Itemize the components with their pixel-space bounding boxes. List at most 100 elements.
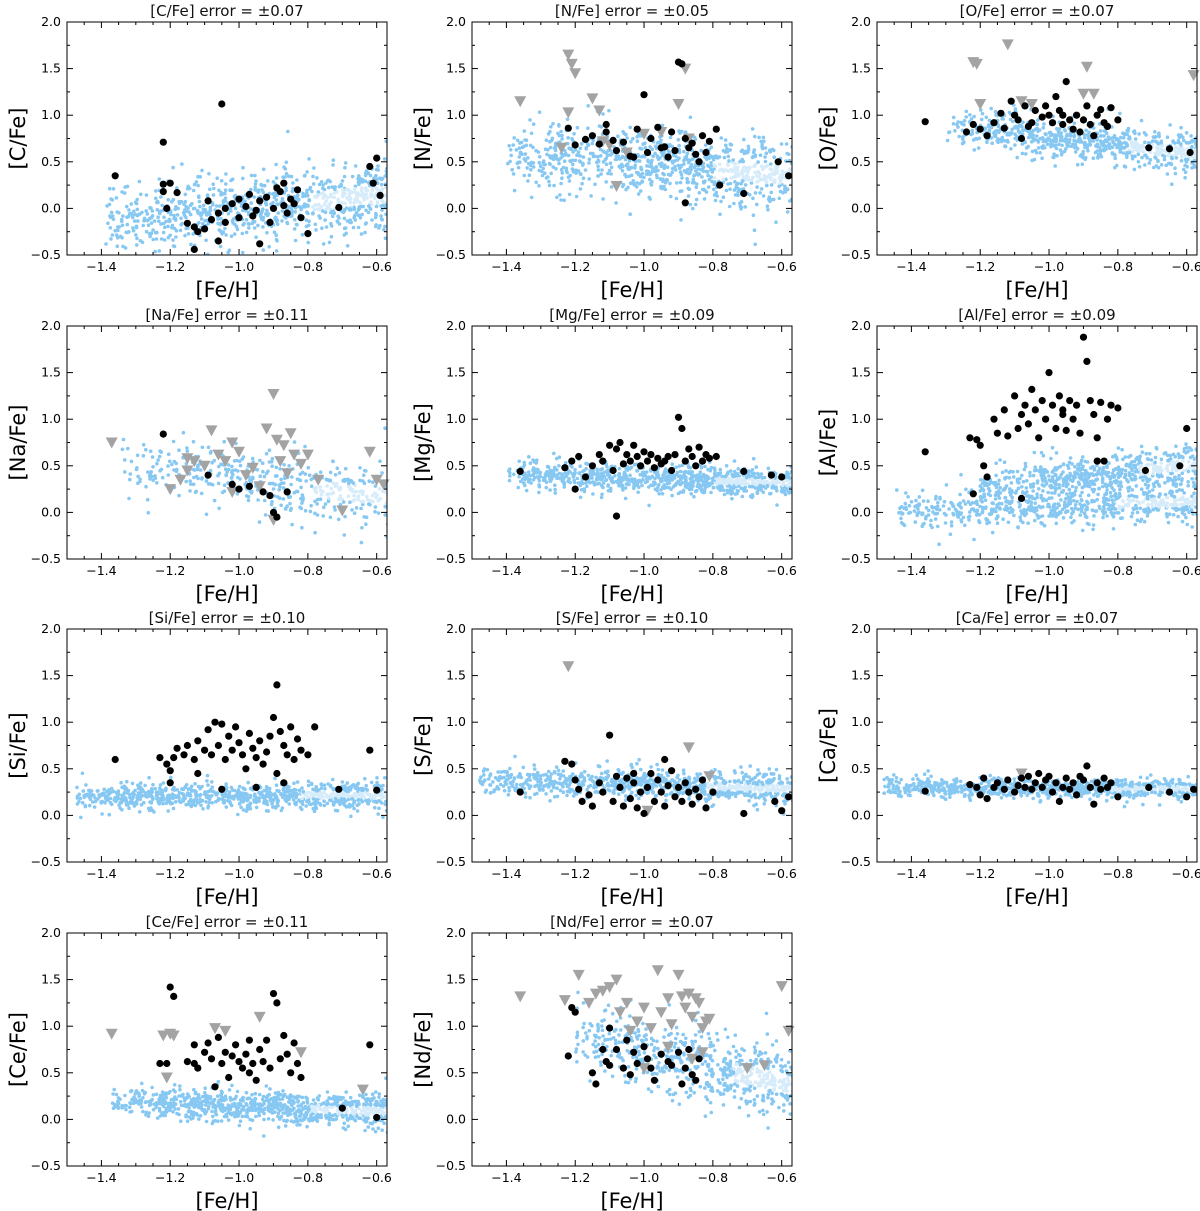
x-axis-label: [Fe/H] [195, 582, 258, 606]
field-star [568, 173, 572, 178]
field-star [353, 190, 357, 194]
field-star [750, 127, 755, 131]
detection-marker [681, 134, 689, 143]
field-star [1057, 142, 1061, 147]
field-star [557, 455, 562, 460]
field-stars-n [506, 97, 792, 247]
field-star [1151, 507, 1156, 512]
field-star [723, 138, 728, 142]
field-star [300, 232, 305, 237]
field-star [770, 168, 774, 172]
field-star [206, 445, 211, 450]
field-star [1105, 488, 1109, 492]
field-star [771, 197, 776, 202]
field-star [962, 140, 966, 145]
field-star [1122, 145, 1127, 150]
field-star [375, 200, 380, 204]
field-star [216, 221, 220, 226]
detection-marker [692, 150, 700, 158]
x-tick-label: −1.4 [86, 563, 116, 578]
field-star [639, 147, 644, 151]
field-star [688, 485, 692, 490]
field-star [636, 192, 641, 196]
field-star [729, 176, 734, 180]
field-star [531, 165, 536, 169]
field-star [361, 204, 366, 209]
field-star [557, 123, 561, 127]
field-star [572, 480, 577, 485]
field-star [967, 518, 971, 522]
detection-marker [647, 451, 655, 459]
upper-limit-marker [638, 128, 650, 140]
field-star [378, 459, 382, 464]
field-star [679, 172, 684, 177]
field-star [695, 484, 700, 489]
field-star [568, 480, 572, 485]
field-star [962, 119, 967, 123]
field-star [373, 505, 378, 509]
x-tick-label: −1.2 [560, 259, 590, 274]
field-star [699, 466, 704, 470]
field-star [702, 490, 707, 495]
field-star [1108, 490, 1113, 495]
detection-marker [983, 132, 991, 140]
field-star [258, 458, 262, 463]
field-star [994, 128, 999, 133]
field-star [151, 228, 155, 232]
field-star [330, 185, 335, 189]
field-star [374, 167, 379, 172]
field-star [678, 180, 683, 185]
field-star [177, 448, 181, 453]
field-star [381, 203, 385, 208]
y-tick-label: 0.0 [446, 504, 466, 519]
field-star [156, 458, 160, 462]
upper-limit-marker [1025, 99, 1038, 110]
field-star [648, 177, 652, 182]
field-star [200, 168, 204, 173]
field-star [191, 482, 196, 487]
y-tick-label: 0.5 [41, 154, 61, 169]
field-star [1057, 493, 1061, 497]
field-star [1162, 154, 1167, 159]
field-star [155, 208, 160, 212]
field-star [148, 216, 152, 221]
field-star [762, 174, 767, 178]
field-star [1044, 498, 1049, 503]
field-star [713, 198, 718, 203]
detection-marker [1093, 111, 1101, 119]
field-star [137, 179, 142, 184]
field-star [1033, 501, 1037, 506]
upper-limit-marker [672, 99, 685, 110]
field-star [329, 200, 333, 205]
field-star [579, 488, 584, 492]
field-star [649, 164, 654, 169]
field-star [740, 169, 744, 173]
field-star [150, 214, 155, 218]
field-star [150, 455, 155, 459]
field-star [1133, 131, 1137, 136]
field-star [688, 158, 692, 162]
field-star [255, 468, 260, 472]
field-star [778, 181, 782, 185]
field-star [265, 213, 270, 217]
field-star [1111, 512, 1115, 517]
field-star [1116, 496, 1120, 500]
field-star [364, 188, 368, 192]
field-star [632, 482, 636, 487]
field-star [167, 459, 172, 464]
field-star [1030, 149, 1035, 154]
field-star [670, 478, 675, 482]
field-star [738, 204, 743, 208]
field-star [187, 186, 192, 191]
field-star [1137, 164, 1142, 169]
detection-marker [664, 452, 672, 461]
field-star [195, 210, 200, 214]
field-star [1113, 156, 1117, 161]
field-star [772, 180, 777, 185]
field-star [1046, 136, 1050, 140]
field-star [1193, 138, 1197, 142]
field-star [1183, 175, 1187, 180]
field-star [580, 469, 585, 474]
field-star [921, 522, 925, 527]
field-star [116, 235, 120, 240]
